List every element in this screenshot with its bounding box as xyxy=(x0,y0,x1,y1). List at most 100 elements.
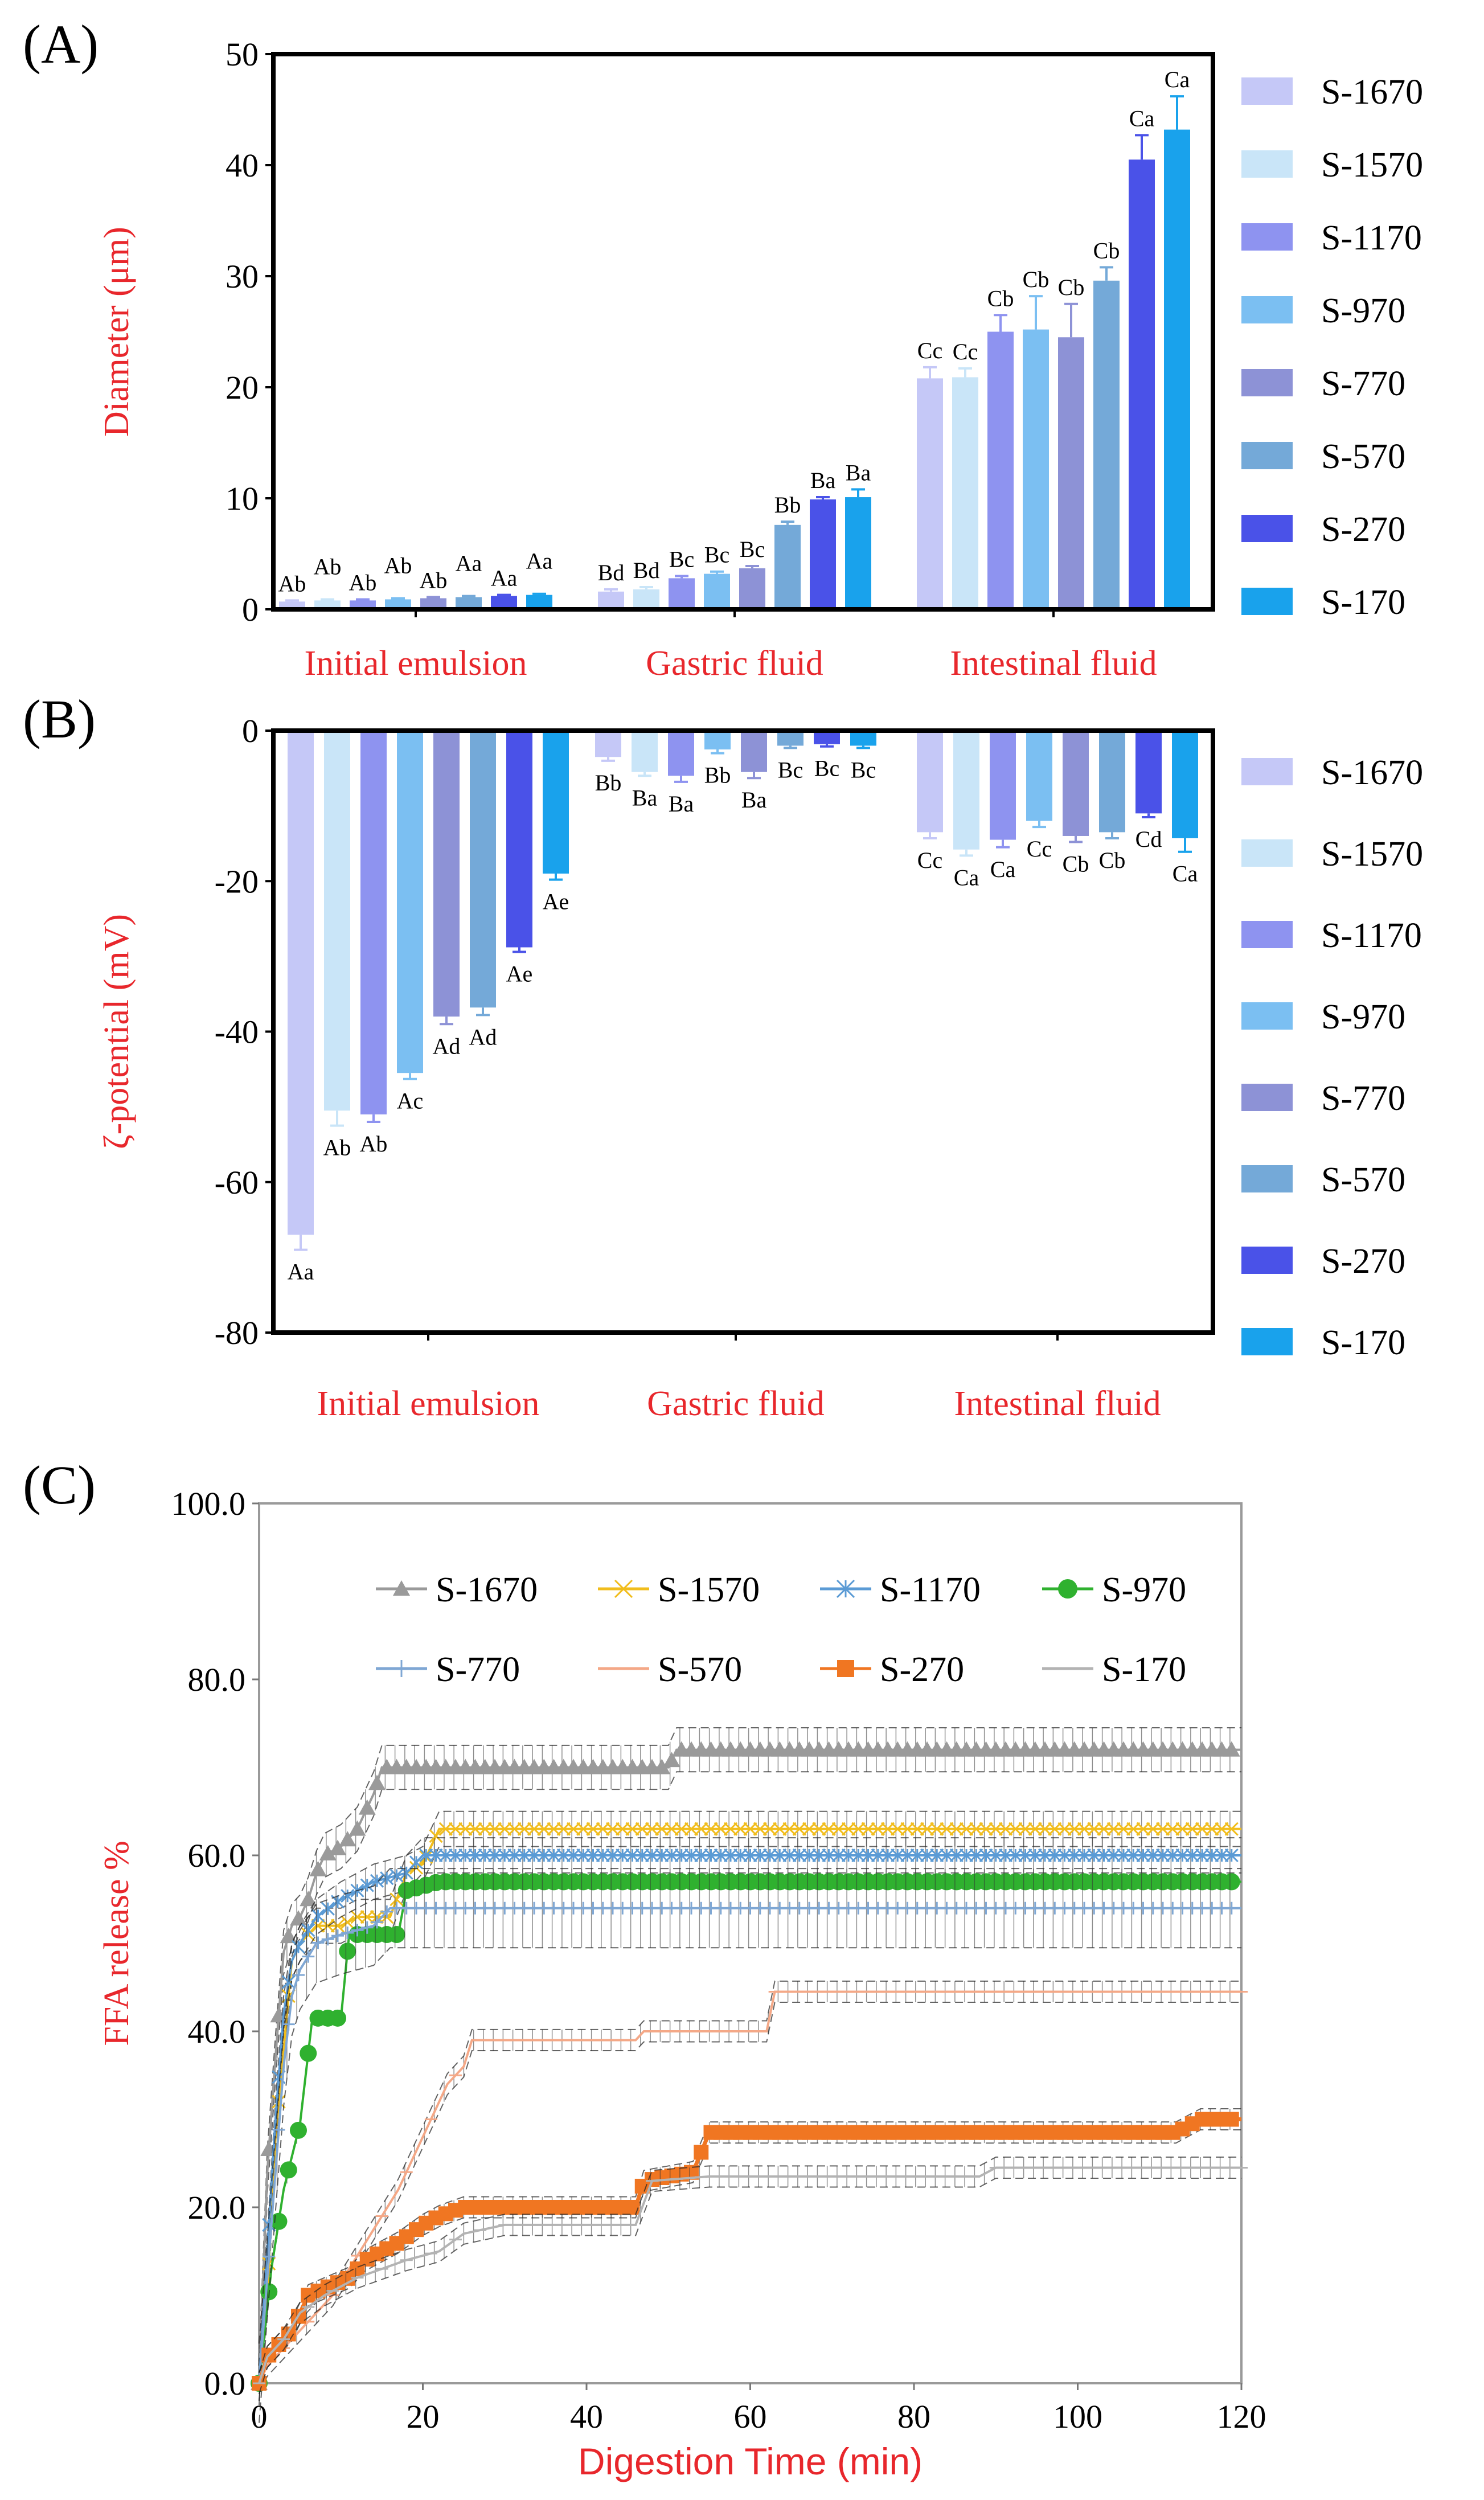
significance-label: Ae xyxy=(543,889,569,915)
data-marker xyxy=(527,1848,542,1863)
legend-label: S-270 xyxy=(1321,510,1405,549)
series-s-570 xyxy=(253,1980,1248,2394)
bar-s-170-0 xyxy=(526,595,552,609)
data-marker xyxy=(1126,1848,1141,1863)
bar-s-770-0 xyxy=(433,731,460,1017)
legend-swatch xyxy=(1241,1328,1293,1355)
series-line xyxy=(258,2166,1241,2384)
data-marker xyxy=(438,1822,453,1836)
data-marker xyxy=(321,1901,335,1916)
error-cap-line xyxy=(259,2002,1241,2394)
legend-label: S-970 xyxy=(1321,998,1405,1036)
legend-label: S-770 xyxy=(436,1650,520,1689)
y-tick-label: 0 xyxy=(242,712,259,749)
legend-label: S-170 xyxy=(1102,1650,1186,1689)
category-label: Initial emulsion xyxy=(305,644,527,683)
legend-swatch xyxy=(1241,515,1293,542)
data-marker xyxy=(1058,1579,1077,1599)
data-marker xyxy=(478,1822,492,1836)
data-marker xyxy=(596,1822,610,1836)
significance-label: Ab xyxy=(349,569,377,595)
y-tick-label: -40 xyxy=(215,1014,259,1051)
data-marker xyxy=(910,1848,924,1863)
significance-label: Ab xyxy=(420,568,448,593)
data-marker xyxy=(272,2095,286,2109)
legend-label: S-570 xyxy=(658,1650,742,1689)
data-marker xyxy=(300,1891,317,1907)
significance-label: Bd xyxy=(633,558,660,583)
bar-s-570-0 xyxy=(456,597,482,609)
data-marker xyxy=(1067,1848,1081,1863)
series-line xyxy=(257,2117,1241,2384)
significance-label: Bb xyxy=(704,763,731,788)
significance-label: Bc xyxy=(740,536,765,562)
panel-b-zeta-potential-chart: 0 -20 -40 -60 -80 ζ-potential (mV) Aa Ab Ab Ac Ad A… xyxy=(97,712,1423,1423)
category-label: Intestinal fluid xyxy=(950,644,1157,683)
y-tick-label: 20.0 xyxy=(188,2189,246,2226)
bar-s-1670-0 xyxy=(288,731,314,1235)
data-marker xyxy=(861,1822,875,1836)
data-marker xyxy=(841,1822,856,1836)
legend-label: S-570 xyxy=(1321,437,1405,476)
bar-s-1670-2 xyxy=(917,731,943,833)
data-marker xyxy=(393,1580,410,1596)
significance-label: Ba xyxy=(741,787,767,813)
data-marker xyxy=(468,1848,482,1863)
legend-label: S-970 xyxy=(1321,292,1405,330)
data-marker xyxy=(302,1950,315,1963)
data-marker xyxy=(655,1848,669,1863)
data-marker xyxy=(1136,1822,1150,1836)
data-marker xyxy=(586,1848,600,1863)
data-marker xyxy=(468,1822,482,1836)
y-tick-label: 20 xyxy=(226,369,259,406)
data-marker xyxy=(448,1822,463,1836)
legend-swatch xyxy=(1241,223,1293,251)
data-marker xyxy=(438,1848,453,1863)
data-marker xyxy=(1205,1848,1219,1863)
significance-label: Ad xyxy=(469,1024,497,1050)
plot-frame xyxy=(258,1502,1243,2384)
significance-label: Cb xyxy=(987,285,1014,311)
y-tick-label: 50 xyxy=(226,36,259,73)
significance-label: Cd xyxy=(1135,826,1162,852)
y-tick-label: 0 xyxy=(242,591,259,628)
significance-label: Ca xyxy=(1129,105,1155,131)
data-marker xyxy=(773,1848,787,1863)
data-marker xyxy=(458,1822,473,1836)
series-s-170 xyxy=(253,2156,1248,2394)
significance-label: Aa xyxy=(288,1259,314,1285)
data-marker xyxy=(694,1822,708,1836)
bar-s-770-2 xyxy=(1063,731,1089,836)
error-cap-line xyxy=(259,1846,1241,2401)
legend-swatch xyxy=(1241,369,1293,396)
data-marker xyxy=(949,1822,964,1836)
data-marker xyxy=(940,1822,954,1836)
data-marker xyxy=(1166,1822,1180,1836)
data-marker xyxy=(331,1929,344,1942)
legend-label: S-1170 xyxy=(1321,916,1422,955)
data-marker xyxy=(290,2121,307,2139)
data-marker xyxy=(694,2145,709,2160)
data-marker xyxy=(704,1822,718,1836)
significance-label: Bd xyxy=(598,560,625,585)
data-marker xyxy=(812,1848,826,1863)
data-marker xyxy=(871,1848,885,1863)
bar-s-270-2 xyxy=(1135,731,1162,814)
bar-s-970-1 xyxy=(704,573,730,609)
data-marker xyxy=(674,1848,688,1863)
data-marker xyxy=(733,1848,748,1863)
data-marker xyxy=(556,1848,571,1863)
data-marker xyxy=(1225,1901,1238,1915)
data-marker xyxy=(280,2161,297,2179)
data-marker xyxy=(263,2250,276,2263)
data-marker xyxy=(1175,1848,1190,1863)
plot-frame xyxy=(271,52,1215,612)
bar-s-570-1 xyxy=(774,524,801,609)
error-cap-line xyxy=(259,1727,1241,2362)
y-tick-label: -20 xyxy=(215,863,259,900)
legend-swatch xyxy=(1241,150,1293,178)
data-marker xyxy=(1087,1822,1101,1836)
data-marker xyxy=(989,1822,1003,1836)
data-marker xyxy=(1195,1822,1210,1836)
